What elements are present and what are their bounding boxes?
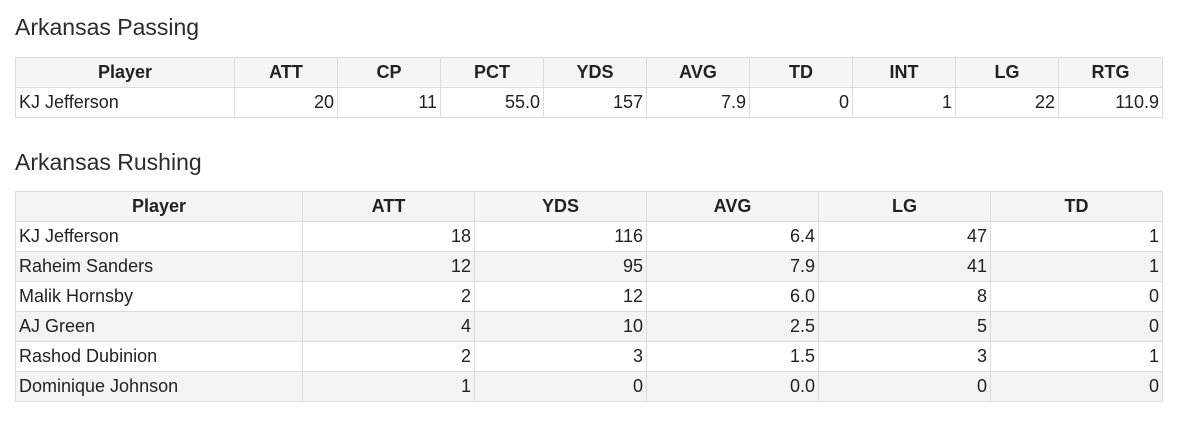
player-name-cell: KJ Jefferson: [15, 87, 235, 118]
stat-cell-avg: 6.4: [646, 221, 819, 252]
rushing-header-row: Player ATT YDS AVG LG TD: [15, 191, 1163, 222]
stat-cell-yds: 10: [474, 311, 647, 342]
stat-cell-pct: 55.0: [440, 87, 544, 118]
stat-cell-td: 0: [749, 87, 853, 118]
stat-cell-td: 0: [990, 371, 1163, 402]
stat-cell-att: 4: [302, 311, 475, 342]
stat-cell-att: 12: [302, 251, 475, 282]
stat-cell-avg: 6.0: [646, 281, 819, 312]
stat-cell-lg: 0: [818, 371, 991, 402]
table-row: KJ Jefferson 20 11 55.0 157 7.9 0 1 22 110.9: [15, 87, 1163, 118]
stat-cell-att: 20: [234, 87, 338, 118]
passing-header-avg: AVG: [646, 57, 750, 88]
stat-cell-rtg: 110.9: [1058, 87, 1163, 118]
table-row: Rashod Dubinion 2 3 1.5 3 1: [15, 341, 1163, 372]
passing-stats-table: Player ATT CP PCT YDS AVG TD INT LG RTG KJ Jeffer…: [15, 57, 1163, 118]
passing-header-pct: PCT: [440, 57, 544, 88]
player-name-cell: Rashod Dubinion: [15, 341, 303, 372]
stat-cell-yds: 116: [474, 221, 647, 252]
rushing-header-lg: LG: [818, 191, 991, 222]
stat-cell-att: 2: [302, 341, 475, 372]
stat-cell-lg: 47: [818, 221, 991, 252]
table-row: KJ Jefferson 18 116 6.4 47 1: [15, 221, 1163, 252]
stat-cell-yds: 12: [474, 281, 647, 312]
table-row: Malik Hornsby 2 12 6.0 8 0: [15, 281, 1163, 312]
rushing-table-body: KJ Jefferson 18 116 6.4 47 1 Raheim Sanders 12 9…: [15, 221, 1163, 402]
stat-cell-cp: 11: [337, 87, 441, 118]
stat-cell-lg: 5: [818, 311, 991, 342]
stat-cell-td: 0: [990, 281, 1163, 312]
passing-header-int: INT: [852, 57, 956, 88]
stat-cell-lg: 41: [818, 251, 991, 282]
rushing-header-avg: AVG: [646, 191, 819, 222]
player-name-cell: Raheim Sanders: [15, 251, 303, 282]
passing-header-td: TD: [749, 57, 853, 88]
stat-cell-lg: 22: [955, 87, 1059, 118]
passing-header-player: Player: [15, 57, 235, 88]
rushing-header-att: ATT: [302, 191, 475, 222]
rushing-header-player: Player: [15, 191, 303, 222]
passing-header-cp: CP: [337, 57, 441, 88]
rushing-section-title: Arkansas Rushing: [15, 149, 202, 175]
stat-cell-td: 1: [990, 341, 1163, 372]
stat-cell-yds: 95: [474, 251, 647, 282]
stat-cell-td: 1: [990, 251, 1163, 282]
passing-header-rtg: RTG: [1058, 57, 1163, 88]
stat-cell-avg: 0.0: [646, 371, 819, 402]
stat-cell-att: 2: [302, 281, 475, 312]
passing-header-yds: YDS: [543, 57, 647, 88]
stat-cell-lg: 3: [818, 341, 991, 372]
player-name-cell: AJ Green: [15, 311, 303, 342]
passing-header-row: Player ATT CP PCT YDS AVG TD INT LG RTG: [15, 57, 1163, 88]
rushing-stats-table: Player ATT YDS AVG LG TD KJ Jefferson 18 116 6.4…: [15, 191, 1163, 402]
rushing-header-yds: YDS: [474, 191, 647, 222]
stat-cell-avg: 7.9: [646, 251, 819, 282]
rushing-header-td: TD: [990, 191, 1163, 222]
table-row: Raheim Sanders 12 95 7.9 41 1: [15, 251, 1163, 282]
stat-cell-att: 18: [302, 221, 475, 252]
stat-cell-att: 1: [302, 371, 475, 402]
passing-table-body: KJ Jefferson 20 11 55.0 157 7.9 0 1 22 110.9: [15, 87, 1163, 118]
stat-cell-avg: 1.5: [646, 341, 819, 372]
passing-section-title: Arkansas Passing: [15, 14, 200, 40]
player-name-cell: KJ Jefferson: [15, 221, 303, 252]
player-name-cell: Dominique Johnson: [15, 371, 303, 402]
stat-cell-int: 1: [852, 87, 956, 118]
table-row: Dominique Johnson 1 0 0.0 0 0: [15, 371, 1163, 402]
stat-cell-td: 1: [990, 221, 1163, 252]
passing-header-lg: LG: [955, 57, 1059, 88]
stat-cell-yds: 157: [543, 87, 647, 118]
stat-cell-td: 0: [990, 311, 1163, 342]
stat-cell-avg: 2.5: [646, 311, 819, 342]
stat-cell-lg: 8: [818, 281, 991, 312]
table-row: AJ Green 4 10 2.5 5 0: [15, 311, 1163, 342]
stat-cell-yds: 3: [474, 341, 647, 372]
passing-header-att: ATT: [234, 57, 338, 88]
player-name-cell: Malik Hornsby: [15, 281, 303, 312]
stat-cell-avg: 7.9: [646, 87, 750, 118]
stat-cell-yds: 0: [474, 371, 647, 402]
